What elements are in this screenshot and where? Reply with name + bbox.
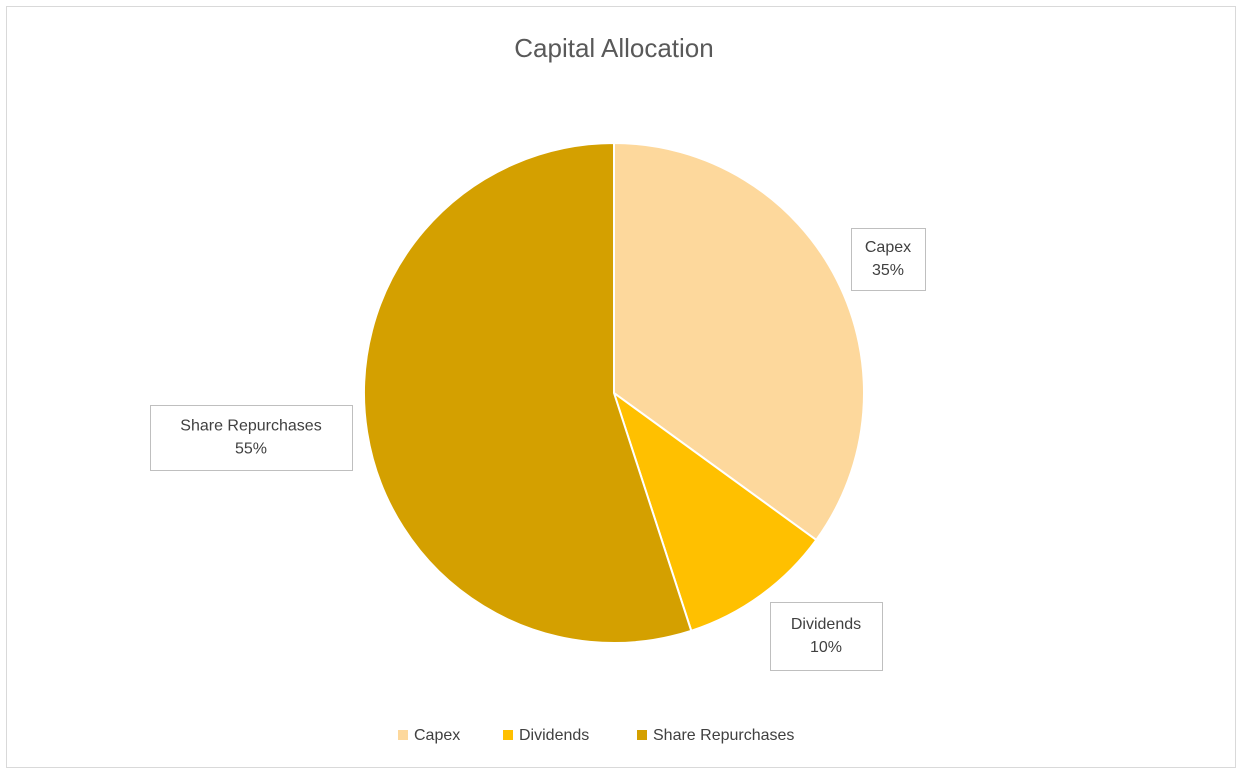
legend-swatch: [637, 730, 647, 740]
legend-swatch: [398, 730, 408, 740]
chart-title: Capital Allocation: [514, 33, 713, 63]
data-label-box: [770, 602, 883, 671]
data-label-name: Dividends: [791, 616, 861, 633]
data-label-value: 35%: [872, 262, 904, 279]
data-label-name: Capex: [865, 239, 911, 256]
legend-swatch: [503, 730, 513, 740]
data-label-value: 55%: [235, 441, 267, 458]
pie-slice: [613, 141, 865, 542]
legend-label: Capex: [414, 727, 460, 744]
pie-slice: [362, 141, 693, 644]
data-label-value: 10%: [810, 639, 842, 656]
data-label-box: [150, 405, 353, 471]
legend-label: Share Repurchases: [653, 727, 794, 744]
data-label-name: Share Repurchases: [180, 418, 321, 435]
data-label-box: [851, 228, 926, 291]
legend-label: Dividends: [519, 727, 589, 744]
pie-slice: [612, 390, 818, 633]
